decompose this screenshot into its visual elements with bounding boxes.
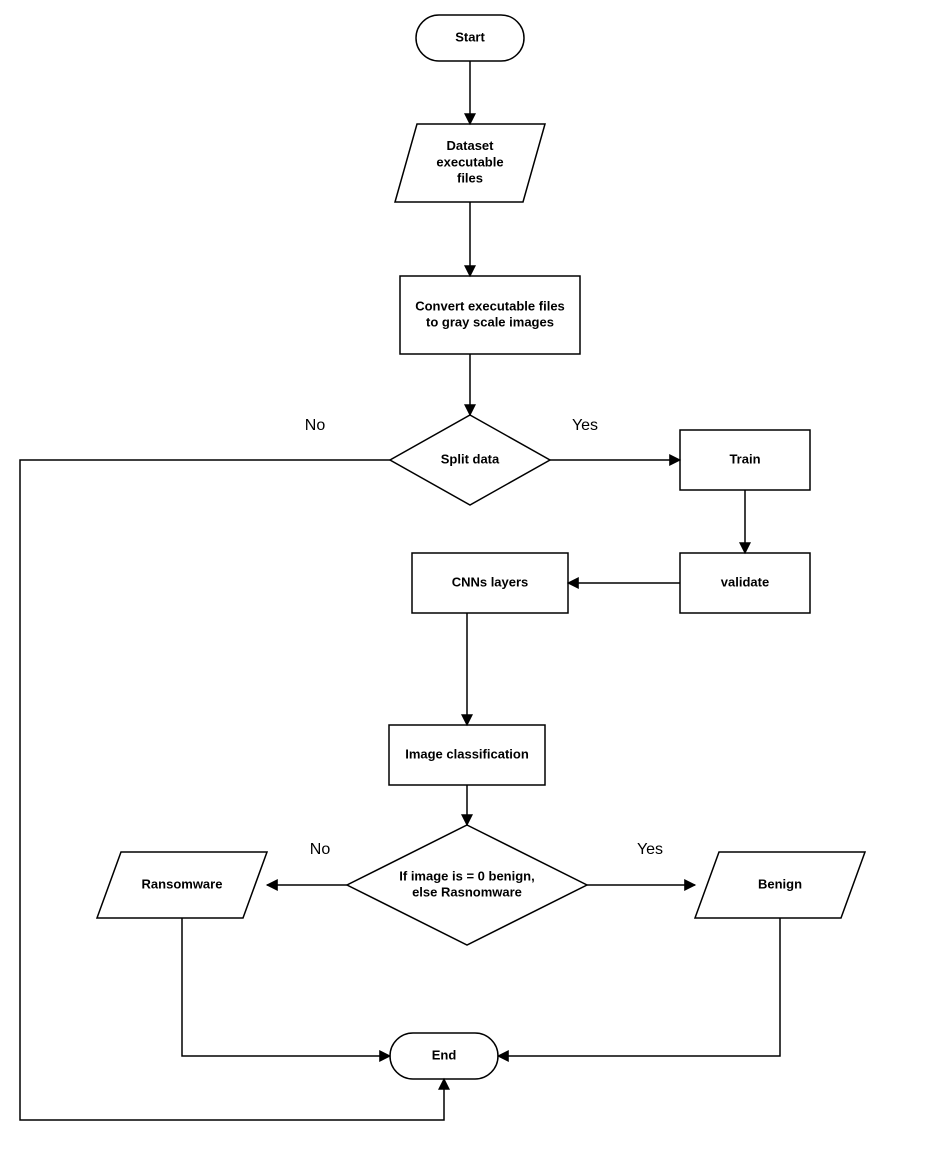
dataset-label: Dataset [447, 138, 495, 153]
convert-label: to gray scale images [426, 315, 554, 330]
edge-ransom-bottom-end-left [182, 918, 390, 1056]
cnn-label: CNNs layers [452, 574, 529, 589]
end-label: End [432, 1047, 457, 1062]
decision-label: else Rasnomware [412, 885, 522, 900]
edge-split-left-far-left-down [20, 460, 444, 1120]
flowchart: Start Datasetexecutable files Convert execu… [0, 0, 940, 1152]
edge-label-no-9: No [310, 841, 331, 858]
train-label: Train [729, 451, 760, 466]
dataset-label: files [457, 171, 483, 186]
edge-label-yes-3: Yes [572, 417, 598, 434]
edge-benign-bottom-end-right [498, 918, 780, 1056]
edge-label-no-4: No [305, 417, 326, 434]
edges-layer: Yes No No Yes [20, 61, 780, 1120]
edge-label-yes-10: Yes [637, 841, 663, 858]
convert-label: Convert executable files [415, 298, 565, 313]
validate-label: validate [721, 574, 769, 589]
ransom-label: Ransomware [142, 876, 223, 891]
start-label: Start [455, 29, 485, 44]
dataset-label: executable [436, 154, 503, 169]
benign-label: Benign [758, 876, 802, 891]
nodes-layer: Start Datasetexecutable files Convert execu… [97, 15, 865, 1079]
decision-label: If image is = 0 benign, [399, 868, 534, 883]
split-label: Split data [441, 451, 500, 466]
imgcls-label: Image classification [405, 746, 529, 761]
